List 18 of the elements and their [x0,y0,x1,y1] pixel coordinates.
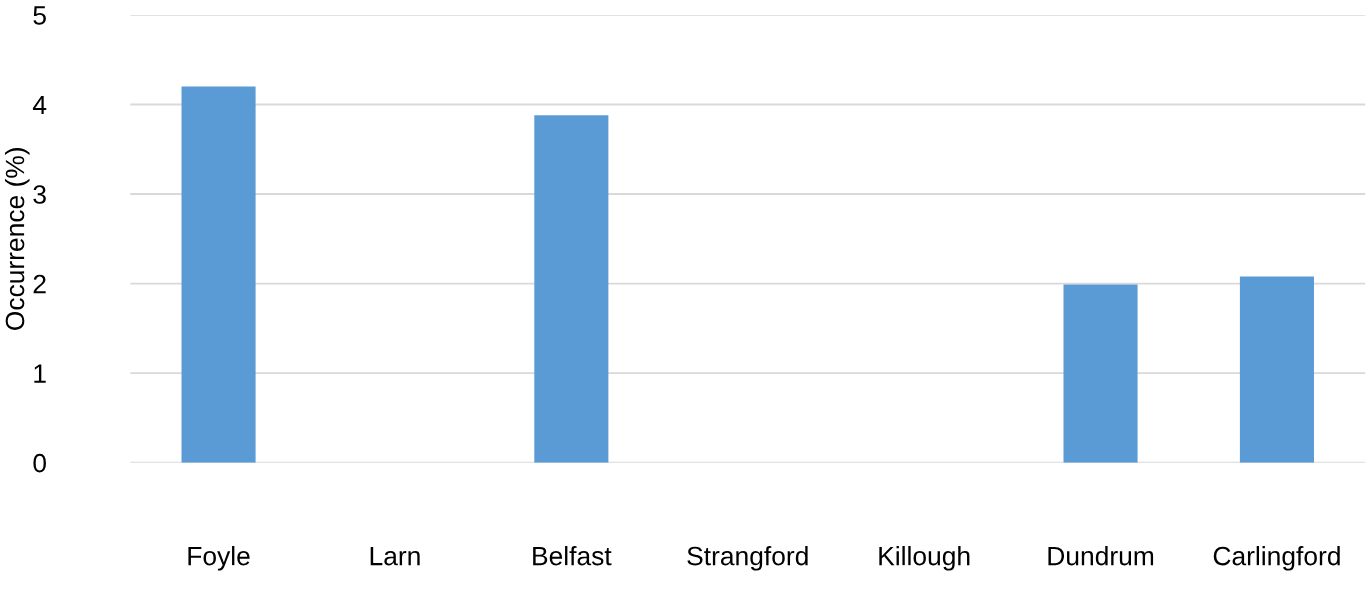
x-tick-label: Foyle [188,546,250,571]
y-tick-label: 1 [34,364,46,383]
y-tick-label: 3 [33,185,46,204]
y-tick-label: 2 [33,274,46,294]
x-tick-label: Killough [879,546,970,571]
bar [181,86,256,463]
bar [1063,284,1138,463]
x-tick-label: Dundrum [1048,546,1154,566]
y-tick-label: 5 [33,6,46,25]
y-tick-label: 0 [33,453,46,473]
bar [534,115,609,463]
x-tick-label: Strangford [687,546,808,571]
y-axis-title: Occurrence (%) [4,148,30,330]
x-tick-label: Larn [370,546,420,566]
y-tick-label: 4 [32,95,47,115]
bar [1239,276,1314,463]
x-tick-label: Belfast [533,546,612,566]
x-tick-label: Carlingford [1213,546,1340,571]
